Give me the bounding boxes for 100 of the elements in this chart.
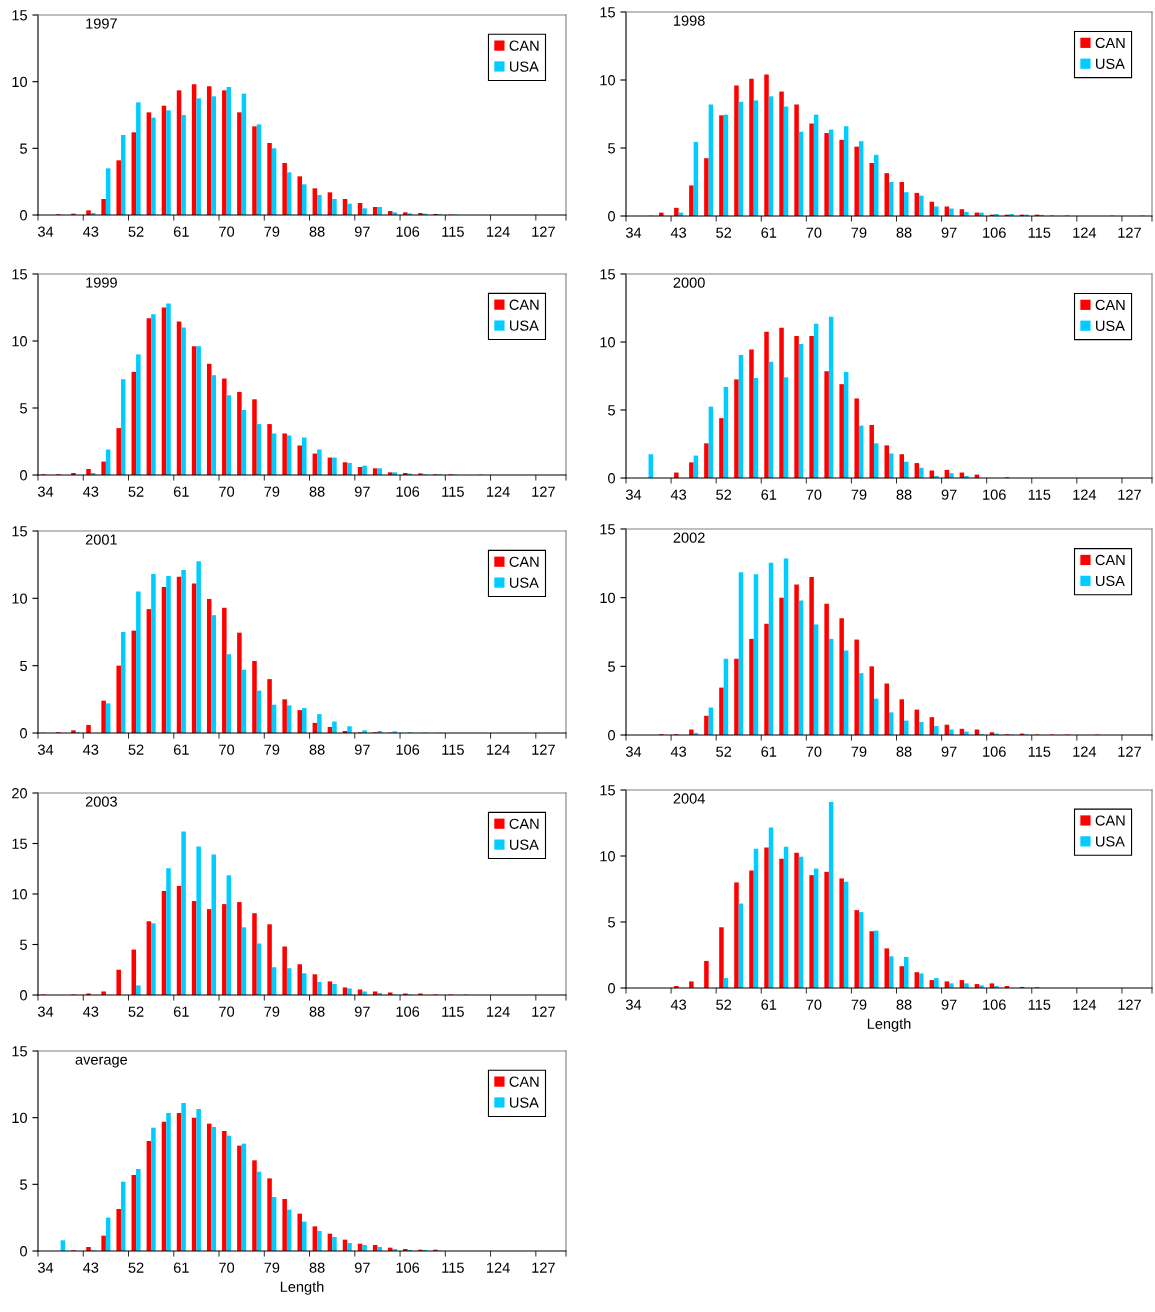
y-tick-label: 15 [600,269,615,280]
x-tick-label: 79 [851,489,867,500]
chart-title: 1999 [86,277,117,288]
x-tick-label: 97 [941,746,957,757]
legend-label: USA [1096,836,1125,847]
y-tick-label: 0 [20,470,28,481]
x-tick-label: 124 [1073,746,1097,757]
x-tick-label: 106 [983,999,1006,1010]
x-tick-label: 52 [716,227,732,238]
chart-title: 2000 [673,277,705,288]
x-tick-label: 106 [983,489,1006,500]
legend-label: USA [510,577,539,588]
x-tick-label: 124 [487,1006,510,1017]
y-tick-label: 5 [608,661,615,672]
y-tick-label: 0 [608,983,616,994]
x-tick-label: 34 [37,226,54,237]
legend-label: USA [1096,58,1125,69]
y-tick-label: 0 [20,1246,28,1257]
x-tick-label: 43 [670,746,687,757]
x-tick-label: 115 [442,1262,464,1273]
x-tick-label: 34 [625,746,642,757]
y-tick-label: 10 [12,336,28,347]
legend-label: CAN [509,1076,539,1087]
y-tick-label: 15 [12,838,27,849]
x-tick-label: 97 [941,489,957,500]
y-tick-label: 15 [12,10,27,21]
x-tick-label: 124 [487,744,510,755]
x-tick-label: 61 [173,226,189,237]
x-tick-label: 70 [219,486,235,497]
x-tick-label: 70 [806,746,822,757]
x-tick-label: 115 [442,1006,464,1017]
x-tick-label: 124 [487,486,510,497]
y-tick-label: 15 [600,785,615,796]
y-tick-label: 5 [20,939,27,950]
x-tick-label: 127 [532,1262,555,1273]
x-tick-label: 127 [532,226,555,237]
x-tick-label: 61 [173,744,189,755]
x-tick-label: 127 [532,744,555,755]
x-tick-label: 127 [532,1006,555,1017]
x-tick-label: 70 [219,226,235,237]
x-tick-label: 106 [983,227,1006,238]
legend-label: CAN [509,299,539,310]
legend-label: CAN [1095,554,1125,566]
x-tick-label: 124 [1073,999,1097,1010]
x-tick-label: 43 [83,1262,99,1273]
chart-title: 2003 [85,796,117,807]
x-tick-label: 52 [716,746,732,757]
x-tick-label: 70 [806,227,822,238]
y-tick-label: 15 [600,7,615,18]
x-tick-label: 70 [219,1006,235,1017]
x-tick-label: 97 [941,227,957,238]
x-tick-label: 88 [896,999,912,1010]
x-tick-label: 124 [487,226,510,237]
y-tick-label: 10 [600,851,616,862]
y-tick-label: 5 [20,1179,27,1190]
legend-label: CAN [1095,815,1125,826]
y-tick-label: 10 [600,337,616,348]
x-tick-label: 106 [396,744,420,755]
x-tick-label: 127 [1118,227,1141,238]
x-tick-label: 106 [396,226,420,237]
y-tick-label: 20 [12,788,28,799]
x-tick-label: 52 [128,1262,144,1273]
y-tick-label: 5 [20,660,27,672]
x-tick-label: 43 [83,226,99,237]
y-tick-label: 15 [12,526,27,537]
y-tick-label: 10 [600,75,616,86]
y-tick-label: 0 [20,990,28,1001]
x-tick-label: 115 [1028,746,1051,757]
x-tick-label: 79 [264,226,280,237]
x-tick-label: 106 [396,1262,420,1273]
x-tick-label: 88 [309,1006,325,1017]
x-tick-label: 88 [896,489,912,500]
y-tick-label: 15 [12,269,27,280]
y-tick-label: 0 [608,730,616,741]
x-tick-label: 124 [487,1262,510,1273]
chart-title: average [75,1056,128,1068]
x-tick-label: 34 [37,1262,54,1273]
y-tick-label: 10 [600,592,616,604]
x-tick-label: 34 [37,1006,54,1017]
y-tick-label: 5 [608,917,615,928]
x-tick-label: 61 [173,1262,189,1273]
chart-title: 2004 [673,793,705,804]
y-tick-label: 0 [608,473,616,484]
y-tick-label: 5 [20,403,27,414]
legend-label: USA [510,839,539,850]
x-tick-label: 88 [896,746,912,757]
y-tick-label: 0 [20,728,28,739]
x-tick-label: 52 [128,1006,144,1017]
x-tick-label: 79 [264,744,280,755]
chart-title: 2001 [85,534,117,545]
legend-label: USA [1096,575,1125,587]
x-tick-label: 97 [354,1006,370,1017]
x-tick-label: 61 [173,486,189,497]
y-tick-label: 10 [12,593,28,604]
x-tick-label: 79 [851,746,867,757]
y-tick-label: 10 [12,76,28,88]
x-tick-label: 88 [309,226,325,237]
x-tick-label: 61 [173,1006,189,1017]
y-tick-label: 5 [608,405,615,416]
x-tick-label: 61 [761,999,777,1010]
